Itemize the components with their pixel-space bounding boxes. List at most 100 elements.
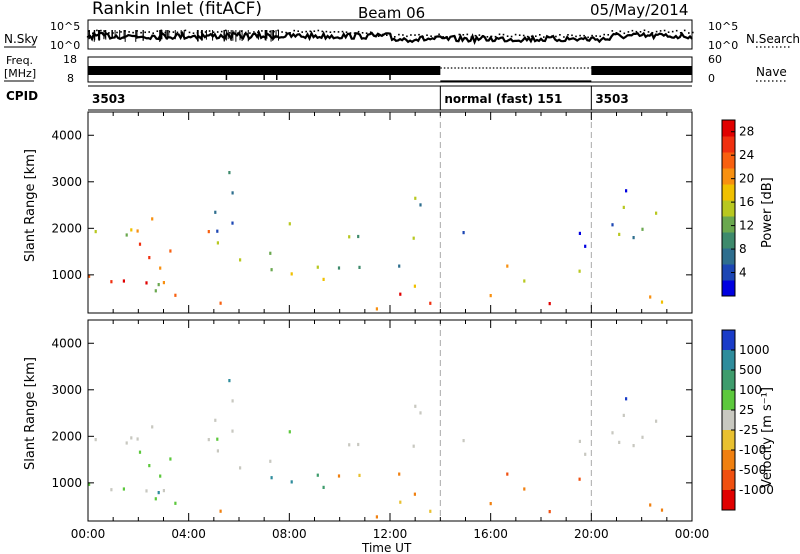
velocity-ytick-label: 1000 [51,476,82,490]
freq-left-label-2: [MHz] [4,67,36,80]
search-noise-dot [305,30,307,33]
power-cell [231,191,234,195]
search-noise-dot [172,31,175,33]
velocity-cell [618,440,621,444]
search-noise-dot [422,35,424,38]
search-noise-dot [329,31,332,33]
search-noise-dot [301,31,303,33]
search-noise-dot [543,36,545,38]
search-noise-dot [675,29,678,32]
noise-right-tick-top: 10^5 [708,20,738,33]
velocity-cell [288,430,291,434]
velocity-colorbar-tick-label: 100 [739,383,762,397]
search-noise-dot [470,36,473,38]
search-noise-dot [438,33,440,36]
power-cell [125,233,128,237]
search-noise-dot [442,36,444,38]
search-noise-dot [285,31,287,34]
beam-label: Beam 06 [358,4,425,22]
search-noise-dot [563,36,565,38]
power-cell [151,217,154,221]
time-tick-label: 08:00 [272,527,307,541]
power-cell [157,283,160,287]
search-noise-dot [257,31,259,33]
search-noise-dot [365,32,368,34]
search-noise-dot [220,30,223,33]
velocity-cell [322,485,325,489]
power-cell [219,301,222,305]
search-noise-dot [450,35,452,38]
power-colorbar-swatch [722,264,735,281]
power-colorbar: 4 8 12 16 20 24 28 [721,119,754,297]
velocity-colorbar-frame [721,329,736,511]
search-noise-dot [188,31,191,34]
velocity-cell [110,488,113,492]
search-noise-dot [414,34,416,36]
search-noise-dot [482,35,485,37]
power-cell [159,266,162,270]
search-noise-dot [192,32,195,34]
search-noise-dot [333,31,336,33]
search-noise-dot [551,35,553,37]
search-noise-dot [402,34,404,36]
search-noise-dot [120,31,122,33]
cpid-segment-label: 3503 [92,92,125,106]
search-noise-dot [184,29,187,32]
velocity-cell [219,509,222,513]
search-noise-dot [688,32,690,34]
search-noise-dot [518,34,521,36]
power-panel-frame [87,111,693,314]
velocity-cell [270,476,273,480]
power-heatmap [88,112,664,313]
search-noise-dot [345,31,348,33]
search-noise-dot [176,31,179,34]
velocity-cell [523,487,526,491]
velocity-cell [290,480,293,484]
search-noise-dot [510,35,513,38]
power-cell [231,221,234,225]
power-cell [398,264,401,268]
search-noise-dot [208,30,211,32]
search-noise-dot [647,31,650,33]
power-colorbar-swatch [722,248,735,265]
search-noise-dot [228,32,231,34]
time-tick-label: 16:00 [473,527,508,541]
search-noise-dot [406,35,408,38]
search-noise-dot [112,32,114,34]
power-cell [337,266,341,270]
search-noise-dot [245,31,247,34]
time-tick-label: 00:00 [675,527,710,541]
search-noise-dot [506,35,509,37]
velocity-colorbar-label: Velocity [m s⁻¹] [760,387,775,488]
search-noise-dot [148,31,150,33]
search-noise-dot [579,34,581,37]
search-noise-dot [224,29,227,32]
power-ytick-label: 2000 [51,221,82,235]
velocity-colorbar-swatch [722,450,735,471]
search-noise-dot [627,31,630,33]
power-cell [641,227,644,231]
noise-traces [86,29,694,46]
freq-left-label-1: Freq. [6,54,33,67]
search-noise-dot [635,30,638,33]
power-cell [154,289,157,293]
freq-traces [88,66,692,82]
velocity-cell [419,411,422,415]
power-cell [207,230,210,234]
noise-left-tick-bottom: 10^0 [50,39,80,52]
noise-left-label: N.Sky [4,32,38,46]
velocity-cell [641,435,644,439]
velocity-cell [622,413,625,417]
power-cell [625,189,628,193]
power-cell [148,256,151,260]
power-colorbar-swatch [722,152,735,169]
velocity-colorbar-swatch [722,470,735,491]
search-noise-dot [156,30,159,32]
velocity-cell [216,449,219,453]
search-noise-dot [132,31,134,34]
velocity-cell [269,459,272,463]
velocity-cell [169,457,172,461]
power-cell [578,269,581,273]
search-noise-dot [269,30,271,33]
search-noise-dot [502,33,505,36]
